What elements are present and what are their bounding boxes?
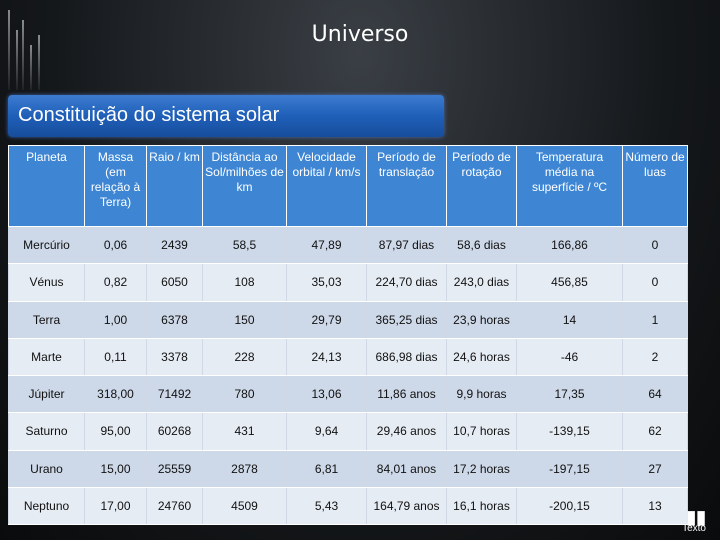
table-cell: 2439: [146, 226, 203, 265]
table-cell: 3378: [146, 338, 203, 377]
column-header: Planeta: [8, 145, 85, 227]
table-cell: 24,6 horas: [446, 338, 517, 377]
table-cell: 13: [622, 487, 688, 526]
table-cell: 108: [202, 263, 287, 302]
solar-system-table: Planeta Massa (em relação à Terra) Raio …: [8, 145, 688, 526]
table-cell: 150: [202, 301, 287, 339]
table-cell: -200,15: [516, 487, 623, 526]
column-header: Raio / km: [146, 145, 203, 227]
table-cell: 17,00: [84, 487, 147, 526]
table-cell: 15,00: [84, 450, 147, 488]
section-title: Constituição do sistema solar: [18, 104, 280, 126]
table-row: Marte 0,11 3378 228 24,13 686,98 dias 24,6 hor…: [8, 338, 688, 377]
decorative-lines: [0, 0, 60, 90]
table-cell: 318,00: [84, 375, 147, 414]
table-row: Urano 15,00 25559 2878 6,81 84,01 anos 17,2 ho…: [8, 450, 688, 488]
table-cell: 431: [202, 412, 287, 451]
table-cell: 95,00: [84, 412, 147, 451]
table-cell: -197,15: [516, 450, 623, 488]
planet-name-cell: Urano: [8, 450, 85, 488]
logo-text: Texto: [682, 523, 706, 534]
table-cell: 11,86 anos: [366, 375, 447, 414]
planet-name-cell: Terra: [8, 301, 85, 339]
planet-name-cell: Vénus: [8, 263, 85, 302]
table-cell: 84,01 anos: [366, 450, 447, 488]
planet-name-cell: Marte: [8, 338, 85, 377]
table-cell: 6050: [146, 263, 203, 302]
table-cell: -139,15: [516, 412, 623, 451]
table-cell: 60268: [146, 412, 203, 451]
planet-name-cell: Neptuno: [8, 487, 85, 526]
table-cell: 166,86: [516, 226, 623, 265]
column-header: Período de rotação: [446, 145, 517, 227]
page-title: Universo: [311, 22, 409, 47]
table-cell: 0,06: [84, 226, 147, 265]
table-cell: 71492: [146, 375, 203, 414]
table-cell: 1,00: [84, 301, 147, 339]
table-row: Vénus 0,82 6050 108 35,03 224,70 dias 243,0 di…: [8, 263, 688, 302]
table-cell: 29,79: [286, 301, 367, 339]
table-cell: 87,97 dias: [366, 226, 447, 265]
table-cell: 16,1 horas: [446, 487, 517, 526]
table-cell: 2878: [202, 450, 287, 488]
column-header: Temperatura média na superfície / ºC: [516, 145, 623, 227]
table-cell: 6,81: [286, 450, 367, 488]
planet-name-cell: Júpiter: [8, 375, 85, 414]
table-cell: 0: [622, 263, 688, 302]
solar-system-table-container: Planeta Massa (em relação à Terra) Raio …: [8, 145, 688, 526]
table-cell: 27: [622, 450, 688, 488]
table-cell: 365,25 dias: [366, 301, 447, 339]
table-cell: 47,89: [286, 226, 367, 265]
table-cell: 6378: [146, 301, 203, 339]
table-cell: 29,46 anos: [366, 412, 447, 451]
table-cell: 456,85: [516, 263, 623, 302]
table-row: Neptuno 17,00 24760 4509 5,43 164,79 anos 16,1…: [8, 487, 688, 526]
planet-name-cell: Mercúrio: [8, 226, 85, 265]
table-cell: 4509: [202, 487, 287, 526]
logo-mark-icon: ▮▮: [686, 507, 706, 527]
table-cell: 24760: [146, 487, 203, 526]
table-cell: 25559: [146, 450, 203, 488]
column-header: Massa (em relação à Terra): [84, 145, 147, 227]
section-banner: Constituição do sistema solar: [8, 95, 444, 137]
table-row: Saturno 95,00 60268 431 9,64 29,46 anos 10,7 h…: [8, 412, 688, 451]
table-cell: 0: [622, 226, 688, 265]
table-cell: 1: [622, 301, 688, 339]
table-cell: 224,70 dias: [366, 263, 447, 302]
table-cell: 10,7 horas: [446, 412, 517, 451]
table-cell: 58,6 dias: [446, 226, 517, 265]
table-cell: 35,03: [286, 263, 367, 302]
column-header: Número de luas: [622, 145, 688, 227]
column-header: Velocidade orbital / km/s: [286, 145, 367, 227]
table-header-row: Planeta Massa (em relação à Terra) Raio …: [8, 145, 688, 227]
table-cell: -46: [516, 338, 623, 377]
table-cell: 9,9 horas: [446, 375, 517, 414]
planet-name-cell: Saturno: [8, 412, 85, 451]
table-row: Júpiter 318,00 71492 780 13,06 11,86 anos 9,9 …: [8, 375, 688, 414]
column-header: Período de translação: [366, 145, 447, 227]
table-cell: 13,06: [286, 375, 367, 414]
table-cell: 58,5: [202, 226, 287, 265]
table-cell: 62: [622, 412, 688, 451]
table-cell: 243,0 dias: [446, 263, 517, 302]
table-cell: 228: [202, 338, 287, 377]
table-cell: 17,35: [516, 375, 623, 414]
table-cell: 0,11: [84, 338, 147, 377]
table-cell: 0,82: [84, 263, 147, 302]
table-cell: 5,43: [286, 487, 367, 526]
publisher-logo: ▮▮ Texto: [682, 507, 706, 534]
table-cell: 24,13: [286, 338, 367, 377]
table-cell: 17,2 horas: [446, 450, 517, 488]
table-cell: 2: [622, 338, 688, 377]
column-header: Distância ao Sol/milhões de km: [202, 145, 287, 227]
table-cell: 23,9 horas: [446, 301, 517, 339]
table-cell: 64: [622, 375, 688, 414]
table-cell: 164,79 anos: [366, 487, 447, 526]
table-cell: 14: [516, 301, 623, 339]
table-row: Terra 1,00 6378 150 29,79 365,25 dias 23,9 hor…: [8, 301, 688, 339]
table-cell: 9,64: [286, 412, 367, 451]
table-cell: 686,98 dias: [366, 338, 447, 377]
table-cell: 780: [202, 375, 287, 414]
table-row: Mercúrio 0,06 2439 58,5 47,89 87,97 dias 58,6 …: [8, 226, 688, 265]
